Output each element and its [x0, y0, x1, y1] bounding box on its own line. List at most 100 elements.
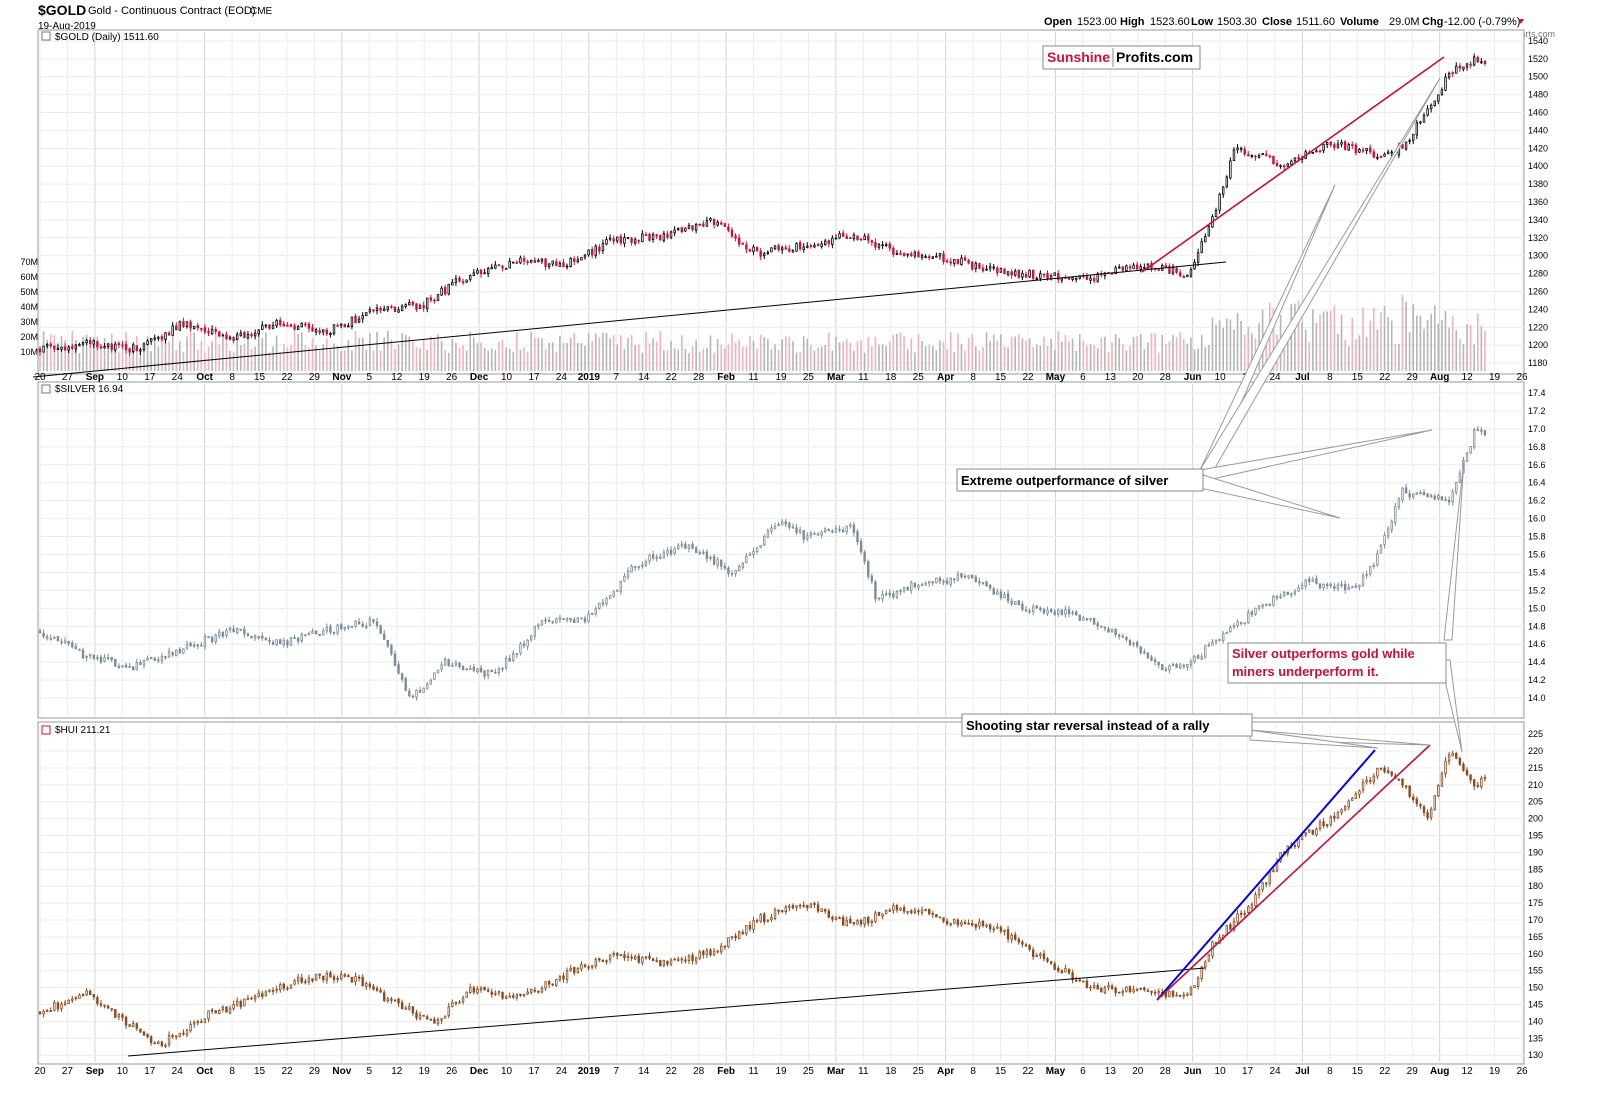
candle-body [849, 524, 852, 527]
candle-body [1315, 828, 1318, 836]
candle-body [443, 658, 447, 666]
candle-body [605, 598, 608, 605]
candle-body [605, 960, 608, 963]
volume-bar [1476, 313, 1479, 371]
volume-bar [1057, 331, 1060, 371]
candle-body [1168, 265, 1171, 274]
volume-bar [1114, 334, 1117, 371]
y-tick-label: 210 [1528, 780, 1543, 790]
candle-body [1132, 989, 1135, 993]
volume-bar [1182, 339, 1185, 371]
candle-body [698, 951, 701, 959]
volume-bar [523, 347, 525, 371]
candle-body [71, 998, 74, 1001]
candle-body [626, 570, 630, 578]
candle-body [1146, 652, 1150, 659]
candle-body [1143, 266, 1146, 269]
volume-bar [802, 336, 805, 371]
candle-body [938, 916, 942, 919]
volume-bar [1093, 345, 1095, 371]
candle-body [748, 924, 752, 930]
x-tick-label: Aug [1430, 372, 1449, 383]
volume-bar [853, 350, 855, 371]
candle-body [956, 259, 960, 265]
candle-body [60, 1003, 63, 1010]
candle-body [555, 261, 558, 267]
volume-bar [376, 331, 378, 371]
volume-bar [620, 335, 622, 371]
candle-body [357, 621, 361, 625]
candle-body [1311, 152, 1315, 154]
volume-bar [1455, 330, 1458, 371]
volume-bar [1010, 336, 1013, 371]
candle-body [727, 937, 730, 948]
candle-body [106, 656, 110, 659]
candle-body [666, 233, 669, 238]
candle-body [239, 1000, 242, 1008]
volume-bar [985, 332, 988, 371]
candle-body [88, 653, 92, 657]
candle-body [1114, 987, 1117, 993]
candle-body [1186, 663, 1189, 668]
candle-body [1060, 609, 1064, 616]
volume-bar [964, 350, 966, 371]
trend-lines [32, 56, 1445, 1057]
candle-body [268, 989, 271, 992]
candle-body [49, 343, 52, 347]
candle-body [214, 329, 217, 332]
candle-body [698, 552, 701, 554]
candle-body [42, 345, 45, 353]
candle-body [99, 656, 103, 663]
candle-body [121, 344, 124, 347]
volume-bar [1000, 334, 1002, 371]
candle-body [888, 592, 891, 596]
y-tick-label: 1520 [1528, 54, 1548, 64]
volume-bar [1466, 324, 1468, 371]
volume-bar [78, 352, 81, 371]
candle-body [1039, 607, 1042, 611]
candle-body [612, 591, 615, 597]
candle-body [1247, 153, 1250, 157]
volume-bar [1190, 337, 1192, 371]
x-tick-label: 15 [1352, 1066, 1364, 1077]
candle-body [780, 247, 784, 251]
candle-body [1462, 66, 1465, 70]
volume-bar [1340, 314, 1343, 371]
candle-body [515, 994, 519, 998]
candle-body [1426, 812, 1429, 819]
candle-body [124, 664, 128, 668]
candle-body [325, 972, 329, 981]
x-tick-label: 5 [367, 1066, 373, 1077]
candle-body [1161, 664, 1164, 670]
candle-body [519, 257, 522, 264]
candle-body [1257, 155, 1261, 158]
volume-bar [1208, 344, 1210, 371]
volume-bar [849, 343, 852, 371]
candle-body [275, 639, 278, 645]
candle-body [1229, 160, 1232, 179]
volume-bar [196, 349, 199, 371]
candle-body [780, 910, 784, 912]
y-tick-label: 16.2 [1528, 496, 1546, 506]
candle-body [902, 253, 906, 257]
candle-body [888, 243, 891, 249]
candle-body [583, 964, 587, 968]
candle-body [379, 625, 382, 634]
volume-bar [967, 338, 970, 371]
candle-body [106, 1005, 110, 1009]
candle-body [974, 923, 978, 928]
volume-bar [713, 352, 715, 371]
volume-tick-label: 50M [20, 287, 38, 297]
candle-body [598, 958, 601, 961]
candle-body [322, 329, 325, 333]
callout-pointers [1199, 77, 1465, 753]
candle-body [920, 909, 924, 913]
candle-body [580, 617, 583, 620]
candle-body [142, 343, 146, 351]
candle-body [791, 526, 795, 529]
candle-body [304, 981, 307, 984]
candle-body [92, 994, 95, 998]
candle-body [963, 921, 967, 924]
candle-body [1046, 273, 1049, 280]
x-tick-label: Jul [1295, 372, 1310, 383]
